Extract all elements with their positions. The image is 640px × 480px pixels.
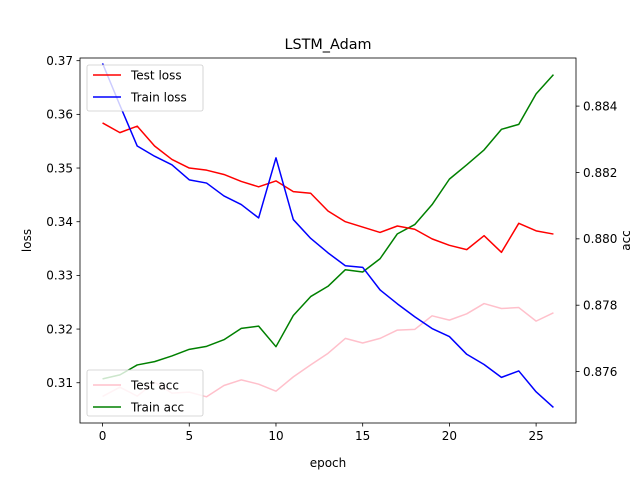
y-left-tick-label: 0.35 [46, 161, 73, 175]
chart-title: LSTM_Adam [284, 37, 371, 53]
x-tick-label: 5 [185, 429, 193, 443]
series-line-test-loss [102, 122, 554, 254]
x-tick-label: 25 [528, 429, 543, 443]
x-tick-label: 0 [99, 429, 107, 443]
y-right-tick-label: 0.882 [583, 166, 617, 180]
legend-label-train-loss: Train loss [130, 91, 187, 105]
legend-lower-box [86, 369, 204, 417]
legend-label-test-loss: Test loss [130, 69, 182, 83]
x-tick-label: 10 [268, 429, 283, 443]
plot-frame [79, 57, 577, 424]
y-left-tick-label: 0.34 [46, 215, 73, 229]
legend-lower: Test acc Train acc [86, 369, 204, 417]
legend-label-train-acc: Train acc [130, 401, 184, 415]
y-axis-right: 0.876 0.878 0.880 0.882 0.884 [576, 99, 617, 379]
series-line-train-acc [102, 74, 555, 380]
y-left-tick-label: 0.37 [46, 54, 73, 68]
y-right-tick-label: 0.878 [583, 299, 617, 313]
y-left-tick-label: 0.33 [46, 269, 73, 283]
y-right-tick-label: 0.876 [583, 365, 617, 379]
y-left-tick-label: 0.32 [46, 322, 73, 336]
x-axis-label: epoch [310, 456, 347, 470]
y-left-tick-label: 0.31 [46, 376, 73, 390]
y-axis-left: 0.31 0.32 0.33 0.34 0.35 0.36 0.37 [46, 54, 80, 390]
y-right-tick-label: 0.880 [583, 232, 617, 246]
legend-upper: Test loss Train loss [86, 64, 204, 112]
y-left-tick-label: 0.36 [46, 108, 73, 122]
x-tick-label: 20 [442, 429, 457, 443]
legend-label-test-acc: Test acc [130, 379, 179, 393]
y-axis-left-label: loss [20, 229, 34, 252]
series-line-train-loss [101, 63, 554, 408]
y-axis-right-label: acc [619, 230, 633, 251]
legend-upper-box [86, 64, 204, 112]
x-axis: 0 5 10 15 20 25 [99, 423, 544, 443]
y-right-tick-label: 0.884 [583, 99, 617, 113]
x-tick-label: 15 [355, 429, 370, 443]
